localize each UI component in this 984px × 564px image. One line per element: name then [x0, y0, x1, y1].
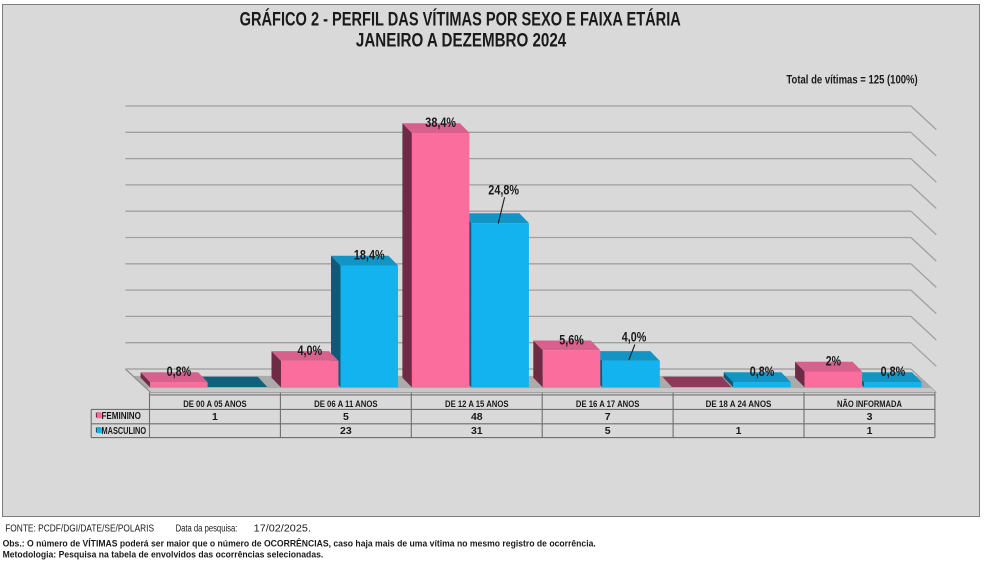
- svg-text:Obs.: O número de VÍTIMAS pode: Obs.: O número de VÍTIMAS poderá ser mai…: [3, 538, 596, 550]
- svg-text:Total de vítimas = 125 (100%): Total de vítimas = 125 (100%): [786, 72, 917, 86]
- svg-text:0,8%: 0,8%: [881, 364, 906, 379]
- svg-text:1: 1: [736, 425, 742, 437]
- svg-text:DE 06 A 11 ANOS: DE 06 A 11 ANOS: [314, 399, 378, 410]
- svg-text:JANEIRO A DEZEMBRO 2024: JANEIRO A DEZEMBRO 2024: [356, 30, 567, 51]
- svg-text:5,6%: 5,6%: [559, 332, 584, 347]
- svg-text:FEMININO: FEMININO: [102, 411, 142, 422]
- svg-text:1: 1: [867, 425, 873, 437]
- svg-text:MASCULINO: MASCULINO: [102, 426, 147, 437]
- svg-text:5: 5: [605, 425, 611, 437]
- svg-text:NÃO INFORMADA: NÃO INFORMADA: [837, 399, 902, 410]
- svg-text:23: 23: [340, 425, 352, 437]
- svg-text:5: 5: [343, 411, 349, 423]
- svg-text:Metodologia: Pesquisa na tabel: Metodologia: Pesquisa na tabela de envol…: [3, 549, 324, 560]
- svg-text:GRÁFICO 2 - PERFIL DAS VÍTIMAS: GRÁFICO 2 - PERFIL DAS VÍTIMAS POR SEXO …: [240, 9, 681, 31]
- svg-text:Data da pesquisa:: Data da pesquisa:: [176, 524, 238, 535]
- svg-text:DE 00 A 05 ANOS: DE 00 A 05 ANOS: [183, 399, 247, 410]
- svg-text:0,8%: 0,8%: [750, 364, 775, 379]
- svg-text:DE 16 A 17 ANOS: DE 16 A 17 ANOS: [576, 399, 640, 410]
- svg-text:24,8%: 24,8%: [488, 183, 519, 198]
- svg-text:31: 31: [471, 425, 483, 437]
- svg-text:48: 48: [471, 411, 483, 423]
- svg-text:2%: 2%: [826, 354, 841, 369]
- svg-text:7: 7: [605, 411, 611, 423]
- svg-text:DE 12 A 15 ANOS: DE 12 A 15 ANOS: [445, 399, 509, 410]
- svg-text:4,0%: 4,0%: [622, 329, 647, 344]
- svg-text:3: 3: [867, 411, 873, 423]
- svg-text:17/02/2025.: 17/02/2025.: [254, 524, 311, 535]
- svg-text:1: 1: [212, 411, 218, 423]
- svg-text:0,8%: 0,8%: [167, 364, 192, 379]
- svg-text:18,4%: 18,4%: [354, 248, 385, 263]
- svg-text:DE 18 A 24 ANOS: DE 18 A 24 ANOS: [706, 399, 772, 410]
- svg-text:38,4%: 38,4%: [425, 115, 456, 130]
- svg-text:FONTE: PCDF/DGI/DATE/SE/POLARI: FONTE: PCDF/DGI/DATE/SE/POLARIS: [5, 524, 154, 535]
- svg-text:4,0%: 4,0%: [298, 343, 323, 358]
